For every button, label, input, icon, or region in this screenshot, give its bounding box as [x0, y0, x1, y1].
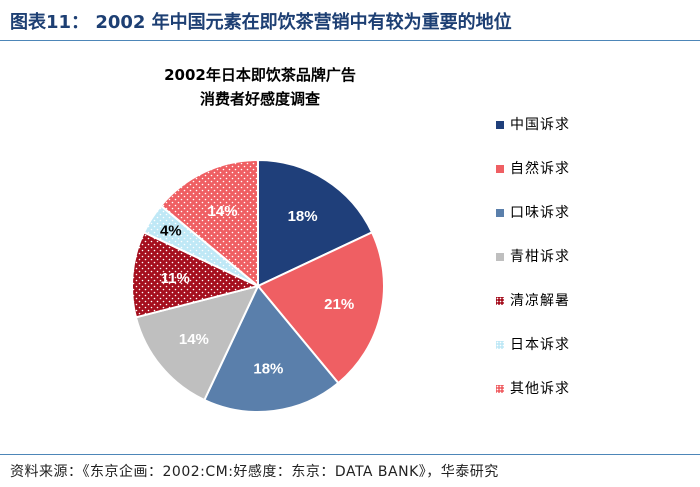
legend-swatch-1: [496, 121, 504, 129]
legend-swatch-2: [496, 165, 504, 173]
pie-slice-7: [159, 158, 259, 289]
slice-value-label-7: 14%: [208, 203, 238, 220]
legend-item-1: 中国诉求: [496, 114, 696, 158]
legend-label-2: 自然诉求: [510, 161, 570, 177]
chart-title-line-2: 消费者好感度调查: [199, 90, 320, 108]
pie-slice-3: [203, 284, 340, 413]
slice-value-label-5: 11%: [161, 270, 190, 287]
source-note: 资料来源：《东京企画：2002:CM:好感度：东京：DATA BANK》，华泰研…: [10, 464, 499, 480]
legend-swatch-4: [496, 253, 504, 261]
slice-value-label-3: 18%: [253, 361, 283, 378]
legend-label-4: 青柑诉求: [510, 249, 570, 265]
figure-header: 图表11： 2002 年中国元素在即饮茶营销中有较为重要的地位: [0, 0, 700, 41]
slice-value-label-6: 4%: [160, 223, 182, 240]
legend-label-7: 其他诉求: [510, 381, 570, 397]
slice-value-label-1: 18%: [288, 208, 318, 225]
pie-slice-2: [256, 231, 386, 385]
slice-value-label-2: 21%: [324, 296, 354, 313]
legend-label-3: 口味诉求: [510, 205, 570, 221]
chart-legend: 中国诉求自然诉求口味诉求青柑诉求清凉解暑日本诉求其他诉求: [496, 114, 696, 422]
legend-label-6: 日本诉求: [510, 337, 570, 353]
legend-item-5: 清凉解暑: [496, 290, 696, 334]
slice-value-label-4: 14%: [179, 331, 209, 348]
chart-title: 2002年日本即饮茶品牌广告 消费者好感度调查: [80, 63, 440, 111]
legend-swatch-5: [496, 297, 504, 305]
legend-swatch-6: [496, 341, 504, 349]
legend-item-7: 其他诉求: [496, 378, 696, 422]
legend-swatch-3: [496, 209, 504, 217]
legend-label-5: 清凉解暑: [510, 293, 570, 309]
legend-label-1: 中国诉求: [510, 117, 570, 133]
legend-item-4: 青柑诉求: [496, 246, 696, 290]
pie-slice-5: [131, 231, 261, 319]
legend-swatch-7: [496, 385, 504, 393]
figure-title: 图表11： 2002 年中国元素在即饮茶营销中有较为重要的地位: [10, 12, 512, 33]
legend-item-2: 自然诉求: [496, 158, 696, 202]
pie-slice-1: [257, 158, 374, 288]
pie-slice-4: [134, 284, 260, 402]
legend-item-3: 口味诉求: [496, 202, 696, 246]
figure-footer: 资料来源：《东京企画：2002:CM:好感度：东京：DATA BANK》，华泰研…: [0, 454, 700, 487]
legend-item-6: 日本诉求: [496, 334, 696, 378]
chart-title-line-1: 2002年日本即饮茶品牌广告: [164, 66, 356, 84]
